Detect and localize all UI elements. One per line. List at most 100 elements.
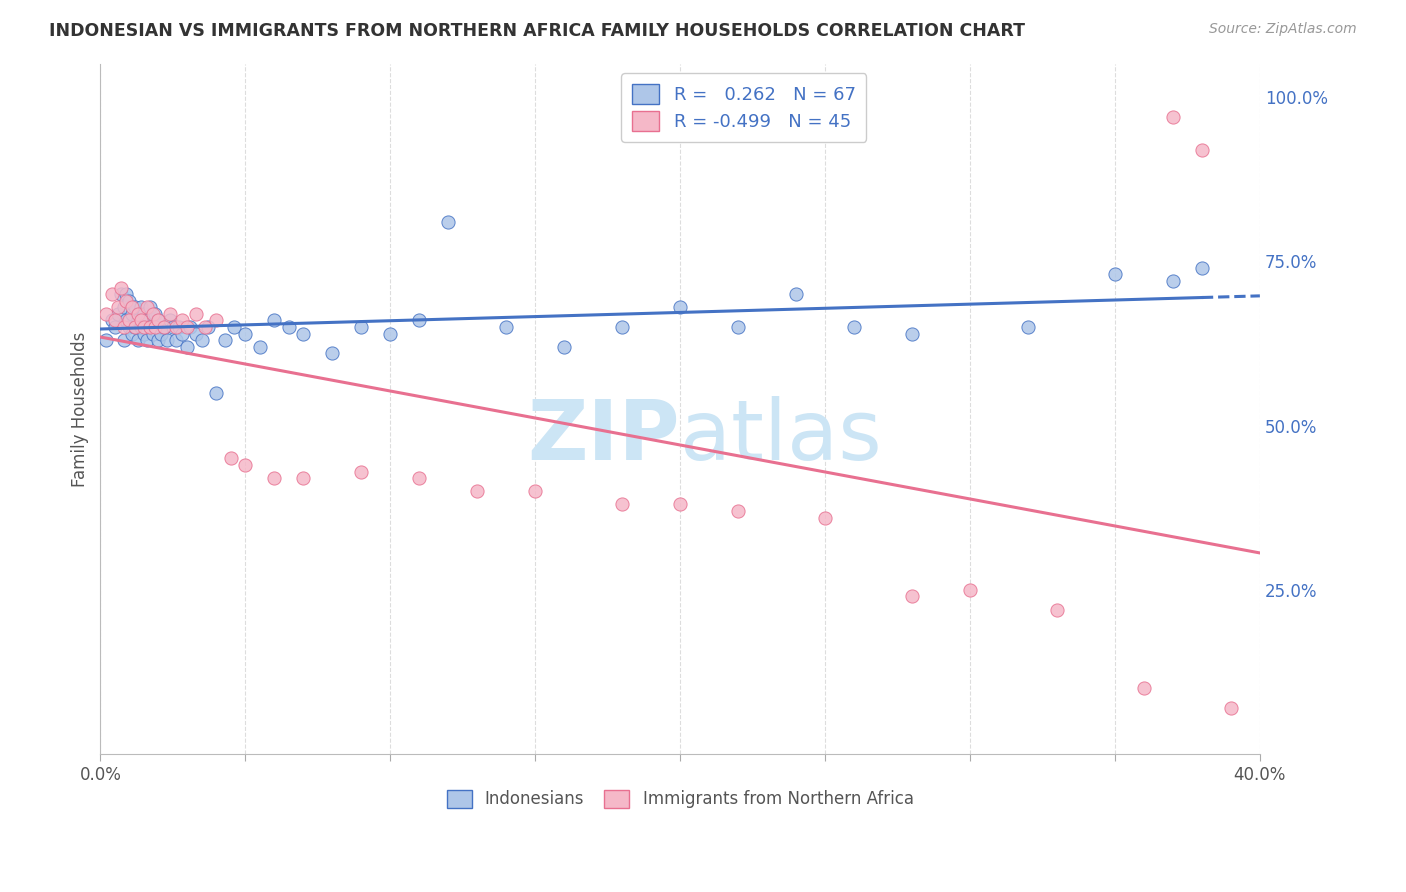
Legend: Indonesians, Immigrants from Northern Africa: Indonesians, Immigrants from Northern Af…: [440, 783, 921, 815]
Text: INDONESIAN VS IMMIGRANTS FROM NORTHERN AFRICA FAMILY HOUSEHOLDS CORRELATION CHAR: INDONESIAN VS IMMIGRANTS FROM NORTHERN A…: [49, 22, 1025, 40]
Point: [129, 320, 152, 334]
Point: [115, 287, 138, 301]
Point: [104, 320, 127, 334]
Point: [94, 333, 117, 347]
Point: [153, 320, 176, 334]
Point: [118, 293, 141, 308]
Point: [101, 313, 124, 327]
Point: [194, 320, 217, 334]
Point: [104, 313, 127, 327]
Point: [292, 326, 315, 341]
Point: [1219, 701, 1241, 715]
Point: [669, 300, 692, 314]
Point: [669, 498, 692, 512]
Point: [141, 326, 163, 341]
Point: [191, 333, 214, 347]
Point: [437, 215, 460, 229]
Point: [101, 287, 124, 301]
Point: [249, 340, 271, 354]
Point: [610, 498, 633, 512]
Y-axis label: Family Households: Family Households: [72, 332, 89, 487]
Point: [176, 340, 198, 354]
Point: [118, 320, 141, 334]
Point: [135, 333, 157, 347]
Point: [901, 590, 924, 604]
Point: [205, 385, 228, 400]
Point: [524, 484, 547, 499]
Point: [184, 326, 207, 341]
Point: [495, 320, 517, 334]
Point: [112, 320, 135, 334]
Point: [263, 313, 285, 327]
Point: [214, 333, 236, 347]
Point: [727, 504, 749, 518]
Point: [129, 300, 152, 314]
Point: [1133, 681, 1156, 696]
Point: [107, 300, 129, 314]
Point: [145, 307, 167, 321]
Point: [115, 313, 138, 327]
Point: [553, 340, 575, 354]
Point: [610, 320, 633, 334]
Point: [124, 300, 146, 314]
Point: [292, 471, 315, 485]
Point: [127, 307, 149, 321]
Point: [159, 307, 181, 321]
Point: [959, 582, 981, 597]
Point: [148, 333, 170, 347]
Point: [197, 320, 219, 334]
Point: [107, 307, 129, 321]
Point: [727, 320, 749, 334]
Text: Source: ZipAtlas.com: Source: ZipAtlas.com: [1209, 22, 1357, 37]
Point: [110, 287, 132, 301]
Point: [138, 320, 160, 334]
Point: [127, 333, 149, 347]
Point: [233, 458, 256, 472]
Point: [205, 313, 228, 327]
Text: ZIP: ZIP: [527, 396, 681, 477]
Point: [901, 326, 924, 341]
Point: [277, 320, 299, 334]
Point: [153, 320, 176, 334]
Point: [350, 320, 373, 334]
Point: [1191, 260, 1213, 275]
Point: [321, 346, 343, 360]
Point: [124, 320, 146, 334]
Point: [170, 313, 193, 327]
Point: [184, 307, 207, 321]
Point: [121, 326, 143, 341]
Point: [1017, 320, 1039, 334]
Point: [141, 307, 163, 321]
Point: [112, 300, 135, 314]
Point: [156, 333, 179, 347]
Point: [1046, 602, 1069, 616]
Point: [1104, 268, 1126, 282]
Point: [132, 320, 155, 334]
Point: [127, 313, 149, 327]
Point: [179, 320, 201, 334]
Point: [219, 451, 242, 466]
Point: [222, 320, 245, 334]
Point: [159, 313, 181, 327]
Point: [167, 320, 190, 334]
Point: [842, 320, 865, 334]
Point: [138, 320, 160, 334]
Point: [263, 471, 285, 485]
Point: [124, 320, 146, 334]
Point: [112, 333, 135, 347]
Point: [115, 293, 138, 308]
Point: [350, 465, 373, 479]
Point: [132, 326, 155, 341]
Point: [110, 280, 132, 294]
Point: [135, 313, 157, 327]
Point: [785, 287, 807, 301]
Point: [145, 320, 167, 334]
Point: [1191, 143, 1213, 157]
Point: [408, 471, 430, 485]
Point: [121, 307, 143, 321]
Point: [135, 300, 157, 314]
Point: [150, 326, 173, 341]
Point: [165, 320, 187, 334]
Point: [94, 307, 117, 321]
Point: [165, 333, 187, 347]
